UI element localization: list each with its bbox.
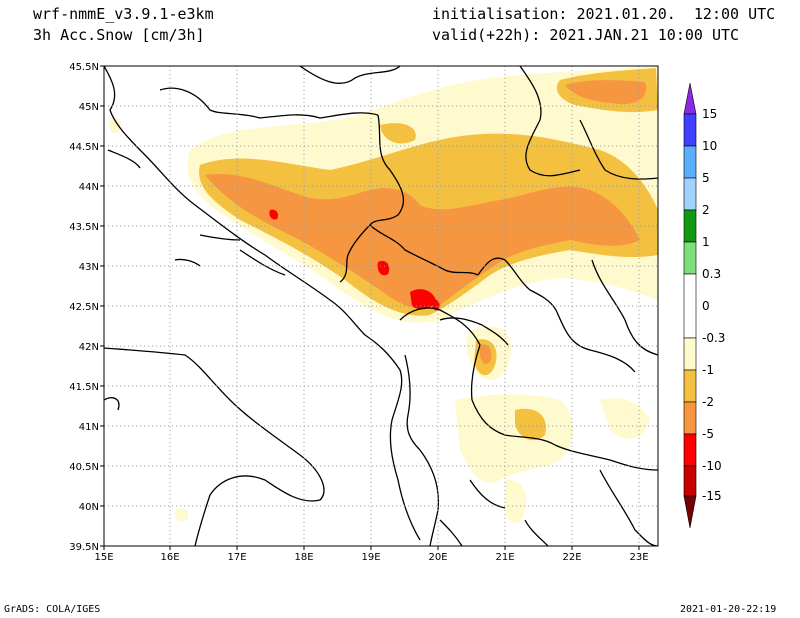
init-time: initialisation: 2021.01.20. 12:00 UTC [432,5,776,23]
lon-label: 20E [428,552,447,563]
colorbar-label: 1 [702,235,710,249]
lat-label: 43.5N [69,222,99,233]
footer-credit: GrADS: COLA/IGES [4,604,101,615]
colorbar-segment [683,177,697,211]
lat-label: 39.5N [69,542,99,553]
lat-label: 43N [79,262,99,273]
lon-label: 17E [227,552,246,563]
lat-label: 42.5N [69,302,99,313]
colorbar-label: 15 [702,107,717,121]
valid-time: valid(+22h): 2021.JAN.21 10:00 UTC [432,26,740,44]
colorbar-segment [683,433,697,467]
colorbar-label: -0.3 [702,331,725,345]
colorbar-segment [683,369,697,403]
lon-label: 22E [562,552,581,563]
colorbar-label: -15 [702,489,722,503]
colorbar-segment [683,241,697,275]
lat-label: 40.5N [69,462,99,473]
colorbar-segment [683,113,697,147]
lon-label: 19E [361,552,380,563]
lat-label: 41N [79,422,99,433]
colorbar-segment [683,209,697,243]
colorbar-segment [683,145,697,179]
colorbar-label: 0 [702,299,710,313]
colorbar-label: -1 [702,363,714,377]
colorbar-labels: 15 10 5 2 1 0.3 0 -0.3 -1 -2 -5 -10 -15 [702,107,725,503]
colorbar-segment [683,337,697,371]
axis-ticks [100,65,640,550]
lon-label: 21E [495,552,514,563]
lon-label: 18E [294,552,313,563]
colorbar-label: 10 [702,139,717,153]
colorbar-label: 5 [702,171,710,185]
colorbar-label: 0.3 [702,267,721,281]
colorbar-label: -5 [702,427,714,441]
colorbar-label: 2 [702,203,710,217]
snow-field [108,66,658,524]
footer-timestamp: 2021-01-20-22:19 [680,604,777,615]
colorbar-cap-top [683,82,697,115]
lat-label: 45N [79,102,99,113]
lat-label: 42N [79,342,99,353]
lon-label: 16E [160,552,179,563]
lat-label: 41.5N [69,382,99,393]
colorbar [683,82,697,529]
colorbar-label: -10 [702,459,722,473]
lon-label: 15E [94,552,113,563]
lat-label: 44N [79,182,99,193]
lat-label: 40N [79,502,99,513]
field-label: 3h Acc.Snow [cm/3h] [33,26,205,44]
lat-lon-grid [104,66,658,546]
model-label: wrf-nmmE_v3.9.1-e3km [33,5,214,23]
coastline-and-borders [104,66,658,546]
longitude-labels: 15E 16E 17E 18E 19E 20E 21E 22E 23E [94,552,648,563]
colorbar-label: -2 [702,395,714,409]
lon-label: 23E [629,552,648,563]
colorbar-segment [683,465,697,497]
latitude-labels: 45.5N 45N 44.5N 44N 43.5N 43N 42.5N 42N … [69,62,99,553]
lat-label: 45.5N [69,62,99,73]
colorbar-segment [683,273,697,339]
lat-label: 44.5N [69,142,99,153]
colorbar-cap-bottom [683,495,697,529]
colorbar-segment [683,401,697,435]
